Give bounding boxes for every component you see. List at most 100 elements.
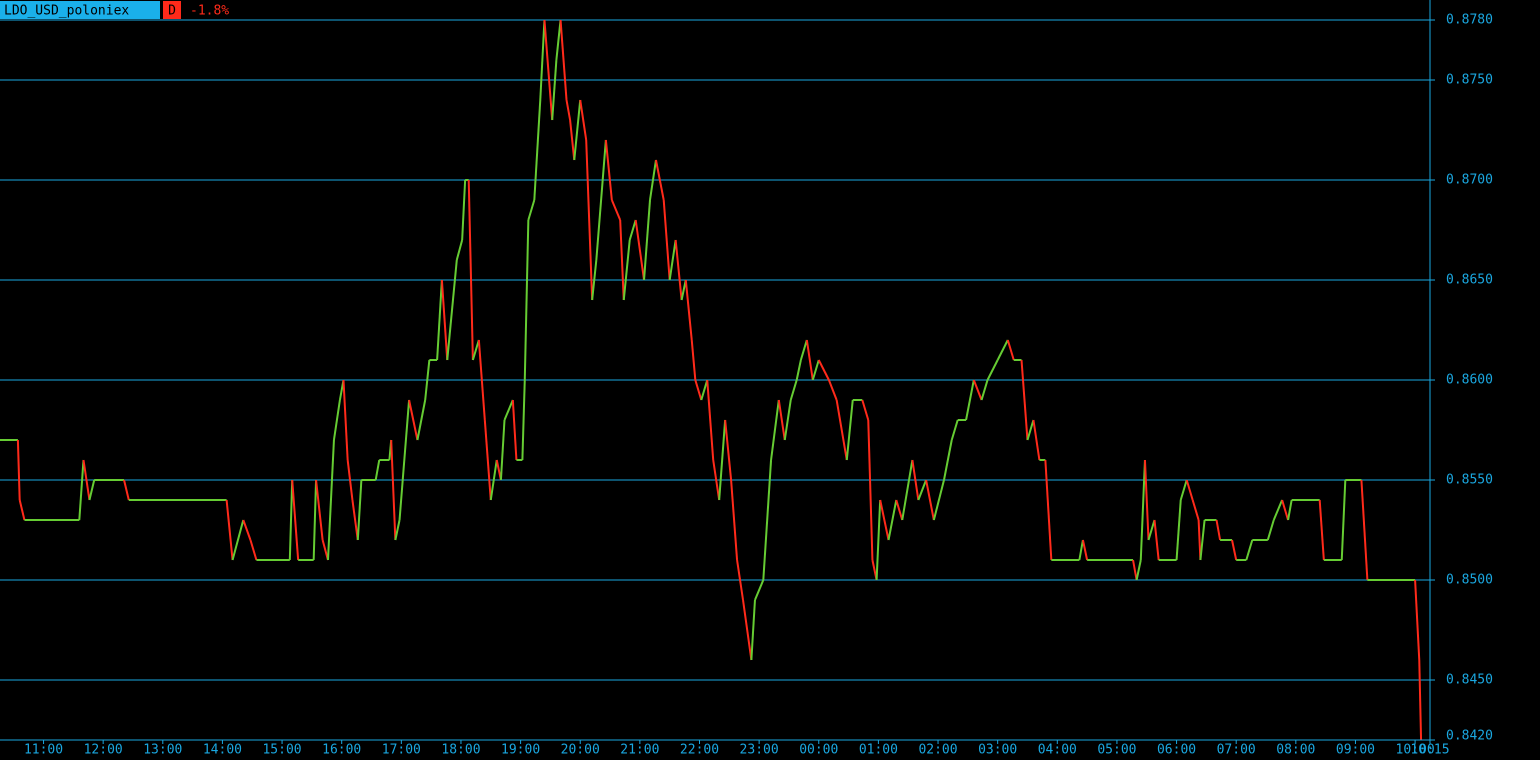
price-segment xyxy=(555,19,562,61)
x-tick-label: 17:00 xyxy=(382,743,421,758)
price-segment xyxy=(1132,559,1138,581)
y-tick-label: 0.8500 xyxy=(1446,573,1493,588)
price-segment xyxy=(895,499,904,521)
price-segment xyxy=(1266,519,1275,541)
price-segment xyxy=(811,359,820,381)
symbol: LDO_USD_poloniex xyxy=(4,4,129,19)
price-segment xyxy=(1318,499,1325,561)
price-segment xyxy=(543,19,554,121)
price-segment xyxy=(628,219,637,241)
price-segment xyxy=(551,59,558,121)
price-segment xyxy=(950,419,959,441)
price-segment xyxy=(342,379,349,461)
price-segment xyxy=(1215,519,1222,541)
price-segment xyxy=(680,279,687,301)
price-segment xyxy=(533,99,542,201)
price-segment xyxy=(1199,519,1206,561)
x-tick-label: 10:00 xyxy=(1396,743,1435,758)
price-segment xyxy=(700,379,709,401)
x-tick-label: 13:00 xyxy=(143,743,182,758)
x-tick-label: 11:00 xyxy=(24,743,63,758)
x-tick-label: 14:00 xyxy=(203,743,242,758)
price-segment xyxy=(1020,359,1029,441)
price-segment xyxy=(242,519,252,541)
price-segment xyxy=(436,279,443,361)
price-segment xyxy=(690,339,697,381)
price-segment xyxy=(917,479,928,501)
price-segment xyxy=(817,359,830,381)
price-segment xyxy=(408,399,419,441)
price-segment xyxy=(18,499,26,521)
price-segment xyxy=(523,219,530,381)
price-segment xyxy=(471,339,480,361)
price-segment xyxy=(1418,659,1423,741)
price-segment xyxy=(827,379,838,401)
price-segment xyxy=(754,579,765,601)
price-segment xyxy=(489,459,498,501)
price-segment xyxy=(1360,479,1369,581)
x-tick-label: 00:00 xyxy=(799,743,838,758)
price-segment xyxy=(965,379,975,421)
price-segment xyxy=(1281,499,1290,521)
y-tick-label: 0.8550 xyxy=(1446,473,1493,488)
price-segment xyxy=(394,519,401,541)
price-segment xyxy=(986,359,999,381)
price-segment xyxy=(521,379,526,461)
price-segment xyxy=(604,139,613,201)
price-segment xyxy=(684,279,693,341)
price-segment xyxy=(249,539,258,561)
price-segment xyxy=(770,399,780,461)
price-segment xyxy=(742,599,753,661)
price-segment xyxy=(351,499,359,541)
price-segment xyxy=(123,479,130,501)
price-segment xyxy=(861,399,870,421)
price-segment xyxy=(539,19,546,101)
x-tick-label: 15:00 xyxy=(262,743,301,758)
price-segment xyxy=(610,199,622,221)
price-segment xyxy=(315,479,324,541)
x-tick-label: 03:00 xyxy=(978,743,1017,758)
price-segment xyxy=(346,459,354,501)
x-tick-label: 06:00 xyxy=(1157,743,1196,758)
price-segment xyxy=(356,479,363,541)
price-segment xyxy=(1143,459,1150,541)
price-segment xyxy=(789,379,798,401)
y-tick-label: 0.8650 xyxy=(1446,273,1493,288)
price-segment xyxy=(231,519,245,561)
price-segment xyxy=(1191,499,1200,521)
x-tick-label: 02:00 xyxy=(918,743,957,758)
price-segment xyxy=(1006,339,1015,361)
price-segment xyxy=(980,379,989,401)
x-tick-label: 22:00 xyxy=(680,743,719,758)
price-segment xyxy=(527,199,536,221)
price-segment xyxy=(1044,459,1053,561)
x-tick-label: 23:00 xyxy=(740,743,779,758)
price-segment xyxy=(712,459,721,501)
price-segment xyxy=(634,219,646,281)
x-tick-label: 08:00 xyxy=(1276,743,1315,758)
price-segment xyxy=(390,439,397,541)
price-segment xyxy=(1231,539,1238,561)
price-segment xyxy=(1272,499,1284,521)
price-segment xyxy=(1340,479,1347,561)
price-segment xyxy=(559,19,568,101)
price-segment xyxy=(511,399,518,461)
price-segment xyxy=(668,239,677,281)
price-segment xyxy=(499,419,506,481)
price-segment xyxy=(288,479,294,561)
x-tick-label: 01:00 xyxy=(859,743,898,758)
price-segment xyxy=(291,479,300,561)
price-segment xyxy=(724,419,733,481)
price-segment xyxy=(440,279,449,361)
y-tick-label: 0.8600 xyxy=(1446,373,1493,388)
price-segment xyxy=(1153,519,1160,561)
price-segment xyxy=(326,439,335,561)
price-segment xyxy=(1414,579,1421,661)
price-segment xyxy=(932,479,945,521)
price-segment xyxy=(446,259,458,361)
price-segment xyxy=(718,419,727,501)
price-segment xyxy=(455,239,464,261)
price-segment xyxy=(424,359,431,401)
price-segment xyxy=(503,399,514,421)
